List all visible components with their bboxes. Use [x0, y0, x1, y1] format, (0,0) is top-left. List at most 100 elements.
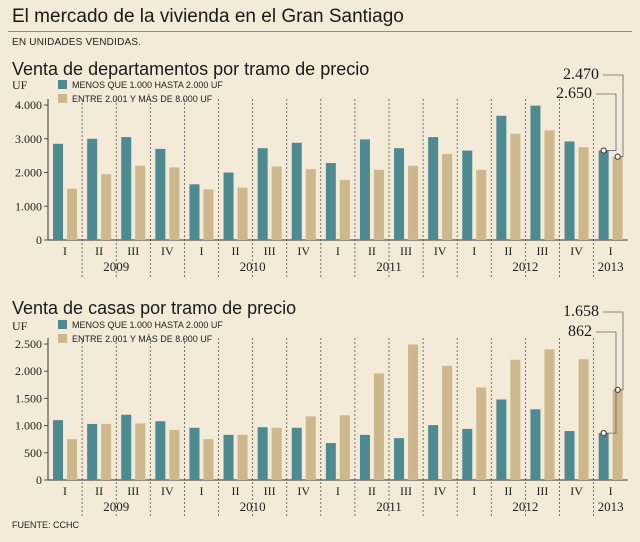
- bar-high-range: [305, 169, 316, 240]
- quarter-label: IV: [570, 484, 583, 498]
- quarter-label: III: [127, 244, 139, 258]
- apartments-chart: Venta de departamentos por tramo de prec…: [12, 59, 628, 278]
- year-label: 2010: [240, 259, 266, 274]
- bar-low-range: [359, 434, 370, 480]
- bar-high-range: [476, 387, 487, 480]
- bar-low-range: [325, 163, 336, 240]
- quarter-label: II: [504, 244, 512, 258]
- quarter-label: I: [609, 484, 613, 498]
- legend-label: ENTRE 2.001 Y MÁS DE 8.000 UF: [72, 94, 213, 104]
- callout-line: [603, 74, 624, 158]
- y-axis-unit: UF: [12, 78, 28, 92]
- bar-high-range: [544, 349, 555, 480]
- bar-high-range: [442, 153, 453, 240]
- bar-low-range: [87, 423, 98, 480]
- year-label: 2013: [598, 499, 624, 514]
- quarter-label: III: [400, 484, 412, 498]
- bar-high-range: [339, 415, 350, 480]
- bar-high-range: [135, 165, 146, 240]
- bar-low-range: [428, 425, 439, 480]
- legend-swatch: [58, 320, 67, 329]
- bar-low-range: [428, 137, 439, 240]
- quarter-label: II: [368, 244, 376, 258]
- bar-low-range: [121, 414, 132, 480]
- quarter-label: II: [504, 484, 512, 498]
- bar-low-range: [564, 431, 575, 480]
- y-tick-label: 4.000: [15, 98, 42, 112]
- y-tick-label: 1.500: [15, 391, 42, 405]
- callout-value: 862: [568, 323, 592, 340]
- year-label: 2010: [240, 499, 266, 514]
- bar-high-range: [510, 133, 521, 240]
- quarter-label: I: [63, 244, 67, 258]
- bar-low-range: [325, 443, 336, 480]
- bar-low-range: [394, 438, 405, 480]
- source-note: FUENTE: CCHC: [12, 520, 79, 530]
- callout-value: 2.650: [556, 85, 592, 102]
- bar-low-range: [394, 148, 405, 240]
- callout-value: 2.470: [563, 66, 599, 83]
- bar-high-range: [373, 373, 384, 480]
- bar-high-range: [67, 439, 78, 480]
- quarter-label: III: [536, 244, 548, 258]
- legend-swatch: [58, 80, 67, 89]
- quarter-label: II: [368, 484, 376, 498]
- bar-low-range: [189, 184, 200, 240]
- quarter-label: I: [472, 484, 476, 498]
- quarter-label: II: [232, 484, 240, 498]
- chart-title: Venta de departamentos por tramo de prec…: [12, 59, 369, 79]
- bar-low-range: [87, 138, 98, 240]
- bar-high-range: [408, 165, 419, 240]
- bar-high-range: [135, 423, 146, 480]
- quarter-label: III: [400, 244, 412, 258]
- quarter-label: II: [95, 244, 103, 258]
- y-tick-label: 2.000: [15, 364, 42, 378]
- bar-low-range: [530, 409, 541, 480]
- bar-low-range: [496, 399, 507, 480]
- quarter-label: IV: [161, 484, 174, 498]
- bar-low-range: [189, 427, 200, 480]
- chart-title: Venta de casas por tramo de precio: [12, 298, 296, 318]
- y-tick-label: 0: [36, 233, 42, 247]
- quarter-label: II: [232, 244, 240, 258]
- callout-line: [596, 93, 617, 151]
- bar-high-range: [339, 179, 350, 240]
- year-label: 2009: [103, 499, 129, 514]
- bar-low-range: [291, 427, 302, 480]
- callout-point: [600, 430, 607, 437]
- bar-high-range: [305, 416, 316, 480]
- year-label: 2011: [376, 259, 402, 274]
- bar-low-range: [155, 421, 166, 480]
- bar-low-range: [291, 142, 302, 240]
- legend-swatch: [58, 334, 67, 343]
- callout-point: [614, 153, 621, 160]
- year-label: 2009: [103, 259, 129, 274]
- bar-high-range: [612, 156, 623, 240]
- y-tick-label: 2.000: [15, 166, 42, 180]
- y-tick-label: 1.000: [15, 199, 42, 213]
- bar-high-range: [373, 169, 384, 240]
- quarter-label: I: [336, 484, 340, 498]
- bar-low-range: [223, 172, 234, 240]
- bar-high-range: [408, 344, 419, 480]
- bar-low-range: [530, 105, 541, 240]
- quarter-label: IV: [570, 244, 583, 258]
- bar-low-range: [359, 139, 370, 240]
- quarter-label: III: [264, 244, 276, 258]
- bar-high-range: [578, 147, 589, 240]
- y-axis-unit: UF: [12, 319, 28, 333]
- title-divider: [8, 31, 632, 32]
- legend-swatch: [58, 94, 67, 103]
- bar-low-range: [223, 434, 234, 480]
- bar-high-range: [442, 365, 453, 480]
- bar-low-range: [598, 150, 609, 240]
- bar-high-range: [169, 167, 180, 240]
- year-label: 2011: [376, 499, 402, 514]
- bar-high-range: [578, 359, 589, 480]
- legend-label: ENTRE 2.001 Y MÁS DE 8.000 UF: [72, 334, 213, 344]
- bar-low-range: [257, 148, 268, 240]
- callout-line: [596, 331, 617, 434]
- quarter-label: I: [63, 484, 67, 498]
- quarter-label: IV: [434, 244, 447, 258]
- y-tick-label: 2.500: [15, 337, 42, 351]
